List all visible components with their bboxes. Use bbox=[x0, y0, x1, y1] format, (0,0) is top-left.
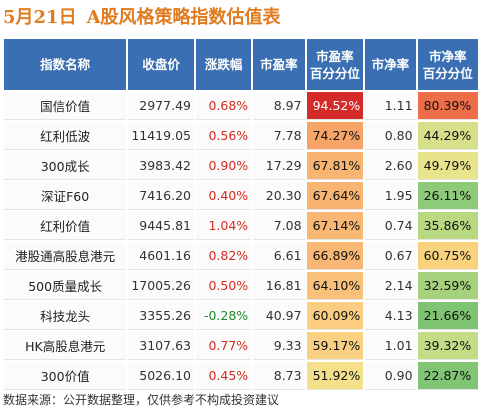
cell-pe-percentile: 51.92% bbox=[306, 362, 364, 390]
cell-pe: 7.78 bbox=[253, 122, 305, 150]
cell-pe-percentile: 67.64% bbox=[306, 182, 364, 210]
table-row[interactable]: 国信价值 2977.49 0.68% 8.97 94.52% 1.11 80.39% bbox=[4, 92, 478, 120]
cell-pb-percentile: 60.75% bbox=[417, 242, 478, 270]
cell-pb-percentile: 21.66% bbox=[417, 302, 478, 330]
cell-pe-percentile: 60.09% bbox=[306, 302, 364, 330]
cell-pb: 2.14 bbox=[365, 272, 416, 300]
col-header-close[interactable]: 收盘价 bbox=[128, 39, 194, 90]
cell-pb: 4.13 bbox=[365, 302, 416, 330]
cell-pb: 0.90 bbox=[365, 362, 416, 390]
cell-change: 0.68% bbox=[195, 92, 252, 120]
cell-close: 17005.26 bbox=[128, 272, 194, 300]
cell-pe: 8.97 bbox=[253, 92, 305, 120]
cell-index-name: 港股通高股息港元 bbox=[4, 242, 127, 270]
cell-pb-percentile: 39.32% bbox=[417, 332, 478, 360]
cell-pe-percentile: 67.81% bbox=[306, 152, 364, 180]
cell-close: 5026.10 bbox=[128, 362, 194, 390]
col-header-pe[interactable]: 市盈率 bbox=[253, 39, 305, 90]
cell-close: 3355.26 bbox=[128, 302, 194, 330]
cell-pe: 8.73 bbox=[253, 362, 305, 390]
cell-change: 0.40% bbox=[195, 182, 252, 210]
table-row[interactable]: 300价值 5026.10 0.45% 8.73 51.92% 0.90 22.87% bbox=[4, 362, 478, 390]
cell-index-name: 红利价值 bbox=[4, 212, 127, 240]
cell-pb: 2.60 bbox=[365, 152, 416, 180]
cell-pb-percentile: 44.29% bbox=[417, 122, 478, 150]
cell-pe-percentile: 59.17% bbox=[306, 332, 364, 360]
cell-pe: 40.97 bbox=[253, 302, 305, 330]
cell-pe-percentile: 67.14% bbox=[306, 212, 364, 240]
table-row[interactable]: 红利低波 11419.05 0.56% 7.78 74.27% 0.80 44.29% bbox=[4, 122, 478, 150]
valuation-table: 指数名称 收盘价 涨跌幅 市盈率 市盈率 百分分位 市净率 市净率 百分分位 国… bbox=[2, 37, 480, 392]
cell-pb: 1.95 bbox=[365, 182, 416, 210]
col-header-pb-percentile[interactable]: 市净率 百分分位 bbox=[417, 39, 478, 90]
col-header-change[interactable]: 涨跌幅 bbox=[195, 39, 252, 90]
cell-pe: 16.81 bbox=[253, 272, 305, 300]
cell-pb: 0.80 bbox=[365, 122, 416, 150]
cell-pb-percentile: 26.11% bbox=[417, 182, 478, 210]
cell-index-name: 300价值 bbox=[4, 362, 127, 390]
cell-index-name: HK高股息港元 bbox=[4, 332, 127, 360]
cell-change: -0.28% bbox=[195, 302, 252, 330]
table-body: 国信价值 2977.49 0.68% 8.97 94.52% 1.11 80.39% 红利低波… bbox=[4, 92, 478, 390]
cell-pb: 0.67 bbox=[365, 242, 416, 270]
cell-pb: 1.01 bbox=[365, 332, 416, 360]
cell-change: 0.45% bbox=[195, 362, 252, 390]
title-date: 5月21日 bbox=[3, 7, 77, 28]
cell-pe: 20.30 bbox=[253, 182, 305, 210]
table-row[interactable]: 港股通高股息港元 4601.16 0.82% 6.61 66.89% 0.67 60.75% bbox=[4, 242, 478, 270]
cell-pb-percentile: 22.87% bbox=[417, 362, 478, 390]
title-text: A股风格策略指数估值表 bbox=[86, 7, 281, 28]
cell-close: 3983.42 bbox=[128, 152, 194, 180]
cell-index-name: 300成长 bbox=[4, 152, 127, 180]
cell-close: 7416.20 bbox=[128, 182, 194, 210]
cell-change: 0.82% bbox=[195, 242, 252, 270]
table-row[interactable]: HK高股息港元 3107.63 0.77% 9.33 59.17% 1.01 39.32% bbox=[4, 332, 478, 360]
cell-change: 0.77% bbox=[195, 332, 252, 360]
cell-pe: 7.08 bbox=[253, 212, 305, 240]
cell-change: 0.90% bbox=[195, 152, 252, 180]
cell-pe-percentile: 64.10% bbox=[306, 272, 364, 300]
cell-pe-percentile: 74.27% bbox=[306, 122, 364, 150]
table-header-row: 指数名称 收盘价 涨跌幅 市盈率 市盈率 百分分位 市净率 市净率 百分分位 bbox=[4, 39, 478, 90]
page-title: 5月21日 A股风格策略指数估值表 bbox=[3, 3, 281, 29]
cell-pb-percentile: 80.39% bbox=[417, 92, 478, 120]
cell-index-name: 500质量成长 bbox=[4, 272, 127, 300]
table-row[interactable]: 300成长 3983.42 0.90% 17.29 67.81% 2.60 49.79% bbox=[4, 152, 478, 180]
table-row[interactable]: 500质量成长 17005.26 0.50% 16.81 64.10% 2.14 32.59… bbox=[4, 272, 478, 300]
cell-pe: 9.33 bbox=[253, 332, 305, 360]
table-row[interactable]: 科技龙头 3355.26 -0.28% 40.97 60.09% 4.13 21.66% bbox=[4, 302, 478, 330]
cell-pb: 1.11 bbox=[365, 92, 416, 120]
cell-close: 9445.81 bbox=[128, 212, 194, 240]
cell-close: 2977.49 bbox=[128, 92, 194, 120]
col-header-pe-percentile[interactable]: 市盈率 百分分位 bbox=[306, 39, 364, 90]
cell-change: 0.50% bbox=[195, 272, 252, 300]
cell-index-name: 科技龙头 bbox=[4, 302, 127, 330]
cell-pb-percentile: 35.86% bbox=[417, 212, 478, 240]
col-header-pb[interactable]: 市净率 bbox=[365, 39, 416, 90]
cell-close: 4601.16 bbox=[128, 242, 194, 270]
cell-pe: 6.61 bbox=[253, 242, 305, 270]
cell-index-name: 深证F60 bbox=[4, 182, 127, 210]
cell-change: 1.04% bbox=[195, 212, 252, 240]
table-row[interactable]: 深证F60 7416.20 0.40% 20.30 67.64% 1.95 26.11% bbox=[4, 182, 478, 210]
cell-pe: 17.29 bbox=[253, 152, 305, 180]
cell-index-name: 红利低波 bbox=[4, 122, 127, 150]
col-header-index-name[interactable]: 指数名称 bbox=[4, 39, 127, 90]
cell-close: 11419.05 bbox=[128, 122, 194, 150]
cell-change: 0.56% bbox=[195, 122, 252, 150]
cell-pe-percentile: 66.89% bbox=[306, 242, 364, 270]
cell-pb: 0.74 bbox=[365, 212, 416, 240]
cell-pe-percentile: 94.52% bbox=[306, 92, 364, 120]
cell-close: 3107.63 bbox=[128, 332, 194, 360]
cell-index-name: 国信价值 bbox=[4, 92, 127, 120]
table-row[interactable]: 红利价值 9445.81 1.04% 7.08 67.14% 0.74 35.86% bbox=[4, 212, 478, 240]
cell-pb-percentile: 49.79% bbox=[417, 152, 478, 180]
cell-pb-percentile: 32.59% bbox=[417, 272, 478, 300]
source-footnote: 数据来源：公开数据整理，仅供参考不构成投资建议 bbox=[3, 393, 280, 407]
